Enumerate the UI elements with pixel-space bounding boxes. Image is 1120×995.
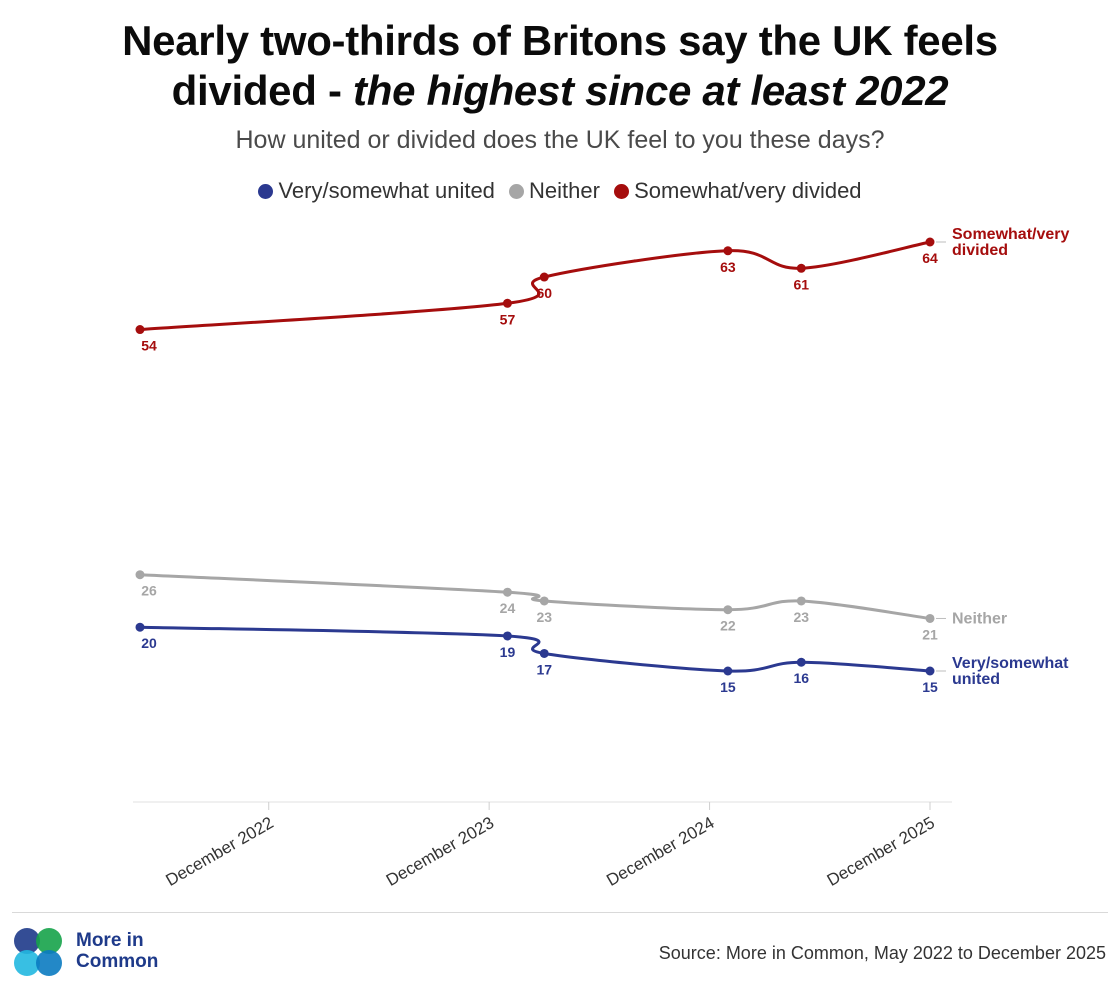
logo-circle-3 xyxy=(14,950,40,976)
data-label-somewhat-very-divided: 54 xyxy=(141,338,157,354)
data-label-very-somewhat-united: 15 xyxy=(720,679,736,695)
data-point-very-somewhat-united xyxy=(925,666,935,676)
logo-circle-4 xyxy=(36,950,62,976)
x-tick-label: December 2025 xyxy=(824,813,938,890)
legend-label-neither: Neither xyxy=(529,178,600,203)
title-line-2-prefix: divided - xyxy=(171,67,354,114)
data-point-neither xyxy=(723,605,733,615)
data-label-neither: 23 xyxy=(793,609,809,625)
end-label-somewhat-very-divided: divided xyxy=(952,242,1008,259)
data-point-somewhat-very-divided xyxy=(796,263,806,273)
legend-dot-divided xyxy=(614,183,630,199)
brand-line-1: More in xyxy=(76,930,144,951)
data-label-very-somewhat-united: 15 xyxy=(922,679,938,695)
data-point-neither xyxy=(135,570,145,580)
end-label-somewhat-very-divided: Somewhat/very xyxy=(952,226,1069,243)
data-label-somewhat-very-divided: 57 xyxy=(500,311,516,327)
footer-divider xyxy=(12,912,1108,913)
data-label-neither: 22 xyxy=(720,618,736,634)
data-point-somewhat-very-divided xyxy=(925,237,935,247)
data-point-somewhat-very-divided xyxy=(502,298,512,308)
brand-name: More in Common xyxy=(76,930,158,972)
end-label-neither: Neither xyxy=(952,610,1007,627)
legend-item-divided: Somewhat/very divided xyxy=(614,178,862,204)
data-point-very-somewhat-united xyxy=(796,657,806,667)
legend-item-united: Very/somewhat united xyxy=(258,178,495,204)
data-label-neither: 24 xyxy=(500,600,516,616)
data-label-very-somewhat-united: 19 xyxy=(500,644,516,660)
legend-dot-neither xyxy=(509,183,525,199)
title-line-2-italic: the highest since at least 2022 xyxy=(353,67,949,114)
legend-label-divided: Somewhat/very divided xyxy=(634,178,862,203)
data-label-neither: 23 xyxy=(536,609,552,625)
end-label-very-somewhat-united: united xyxy=(952,671,1000,688)
more-in-common-logo-icon xyxy=(14,928,62,976)
series-line-very-somewhat-united xyxy=(138,625,932,673)
data-point-neither xyxy=(925,613,935,623)
data-label-somewhat-very-divided: 60 xyxy=(536,285,552,301)
data-label-very-somewhat-united: 16 xyxy=(793,670,809,686)
line-chart: December 2022 December 2023 December 2024 D… xyxy=(133,226,1069,890)
legend: Very/somewhat united Neither Somewhat/ve… xyxy=(0,178,1120,205)
data-label-somewhat-very-divided: 61 xyxy=(793,276,809,292)
data-point-very-somewhat-united xyxy=(502,631,512,641)
data-point-very-somewhat-united xyxy=(723,666,733,676)
data-label-somewhat-very-divided: 64 xyxy=(922,250,938,266)
chart-subtitle: How united or divided does the UK feel t… xyxy=(235,126,885,154)
series-line-neither xyxy=(138,573,932,620)
data-point-somewhat-very-divided xyxy=(723,246,733,256)
title-line-1: Nearly two-thirds of Britons say the UK … xyxy=(122,17,998,64)
data-point-neither xyxy=(539,596,549,606)
data-point-very-somewhat-united xyxy=(135,622,145,632)
data-point-somewhat-very-divided xyxy=(539,272,549,282)
legend-label-united: Very/somewhat united xyxy=(278,178,495,203)
series-line-somewhat-very-divided xyxy=(138,240,932,332)
legend-dot-united xyxy=(258,183,274,199)
logo-circle-2 xyxy=(36,928,62,954)
data-label-very-somewhat-united: 20 xyxy=(141,635,157,651)
data-point-neither xyxy=(502,587,512,597)
source-note: Source: More in Common, May 2022 to Dece… xyxy=(658,943,1106,963)
x-tick-label: December 2024 xyxy=(603,813,717,890)
data-label-somewhat-very-divided: 63 xyxy=(720,259,736,275)
end-label-very-somewhat-united: Very/somewhat xyxy=(952,655,1069,672)
data-label-very-somewhat-united: 17 xyxy=(536,661,552,677)
brand-line-2: Common xyxy=(76,951,159,972)
logo-circle-1 xyxy=(14,928,40,954)
data-label-neither: 26 xyxy=(141,583,157,599)
x-tick-label: December 2023 xyxy=(383,813,497,890)
legend-item-neither: Neither xyxy=(509,178,600,204)
chart-title: Nearly two-thirds of Britons say the UK … xyxy=(0,16,1120,116)
data-point-somewhat-very-divided xyxy=(135,325,145,335)
data-point-neither xyxy=(796,596,806,606)
data-label-neither: 21 xyxy=(922,626,938,642)
data-point-very-somewhat-united xyxy=(539,648,549,658)
x-tick-label: December 2022 xyxy=(162,813,276,890)
